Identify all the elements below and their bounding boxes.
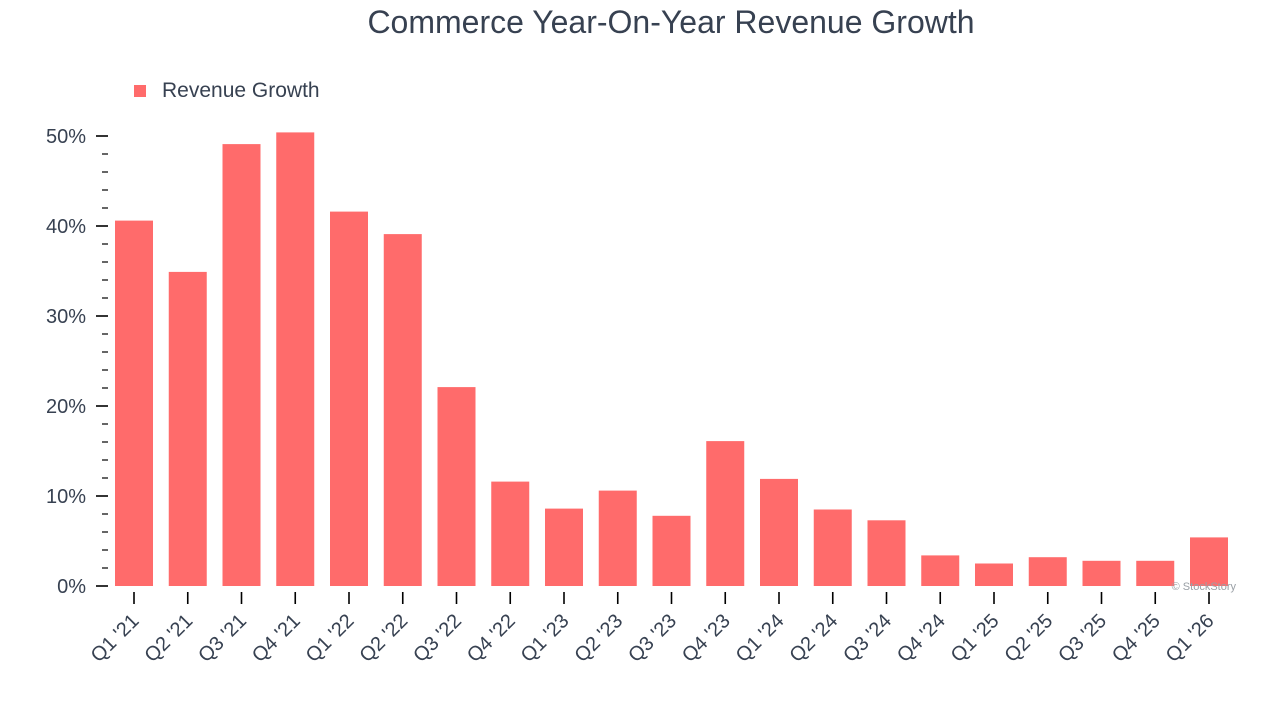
x-tick-label: Q3 '25 <box>1054 610 1111 667</box>
x-tick-label: Q3 '22 <box>409 610 466 667</box>
bar <box>276 132 315 586</box>
x-tick-label: Q4 '25 <box>1108 610 1165 667</box>
legend-label: Revenue Growth <box>162 79 320 102</box>
bar <box>598 490 637 586</box>
x-tick-label: Q1 '26 <box>1162 610 1219 667</box>
x-tick-label: Q4 '22 <box>463 610 520 667</box>
bar <box>1190 537 1228 586</box>
bar <box>652 515 691 586</box>
y-tick-label: 0% <box>57 576 86 598</box>
bar <box>1028 557 1067 586</box>
bar <box>168 271 207 586</box>
x-tick-label: Q3 '21 <box>194 610 251 667</box>
x-tick-label: Q2 '24 <box>785 610 842 667</box>
x-tick-label: Q2 '22 <box>355 610 412 667</box>
bar <box>222 144 261 586</box>
bar <box>115 220 153 586</box>
x-tick-label: Q1 '25 <box>947 610 1004 667</box>
y-tick-label: 30% <box>46 306 86 328</box>
bar <box>813 509 852 586</box>
bar <box>760 478 798 586</box>
bar <box>545 508 583 586</box>
x-tick-label: Q1 '22 <box>302 610 359 667</box>
legend-swatch <box>134 85 146 97</box>
x-tick-label: Q2 '23 <box>570 610 627 667</box>
bar <box>330 211 368 586</box>
chart-title: Commerce Year-On-Year Revenue Growth <box>367 4 975 40</box>
watermark: © StockStory <box>1172 581 1237 593</box>
bar <box>867 520 906 586</box>
bar <box>706 441 745 586</box>
x-tick-label: Q4 '23 <box>678 610 735 667</box>
x-tick-label: Q4 '24 <box>893 610 950 667</box>
y-tick-label: 20% <box>46 396 86 418</box>
y-tick-label: 50% <box>46 126 86 148</box>
x-tick-label: Q1 '23 <box>517 610 574 667</box>
bar <box>975 563 1013 586</box>
x-tick-label: Q2 '25 <box>1000 610 1057 667</box>
x-tick-label: Q1 '24 <box>732 610 789 667</box>
bar <box>437 387 476 586</box>
bar <box>491 481 530 586</box>
x-tick-label: Q4 '21 <box>248 610 305 667</box>
bar <box>1082 560 1121 586</box>
y-tick-label: 10% <box>46 486 86 508</box>
y-tick-label: 40% <box>46 216 86 238</box>
y-axis: 0% 10% 20% 30% 40% 50% <box>46 126 108 598</box>
x-tick-label: Q3 '23 <box>624 610 681 667</box>
bar <box>921 555 960 586</box>
bars <box>115 132 1228 586</box>
chart-legend: Revenue Growth <box>134 79 320 103</box>
x-tick-label: Q3 '24 <box>839 610 896 667</box>
x-tick-label: Q1 '21 <box>87 610 144 667</box>
bar <box>1136 560 1175 586</box>
x-tick-label: Q2 '21 <box>140 610 197 667</box>
bar <box>383 234 422 586</box>
